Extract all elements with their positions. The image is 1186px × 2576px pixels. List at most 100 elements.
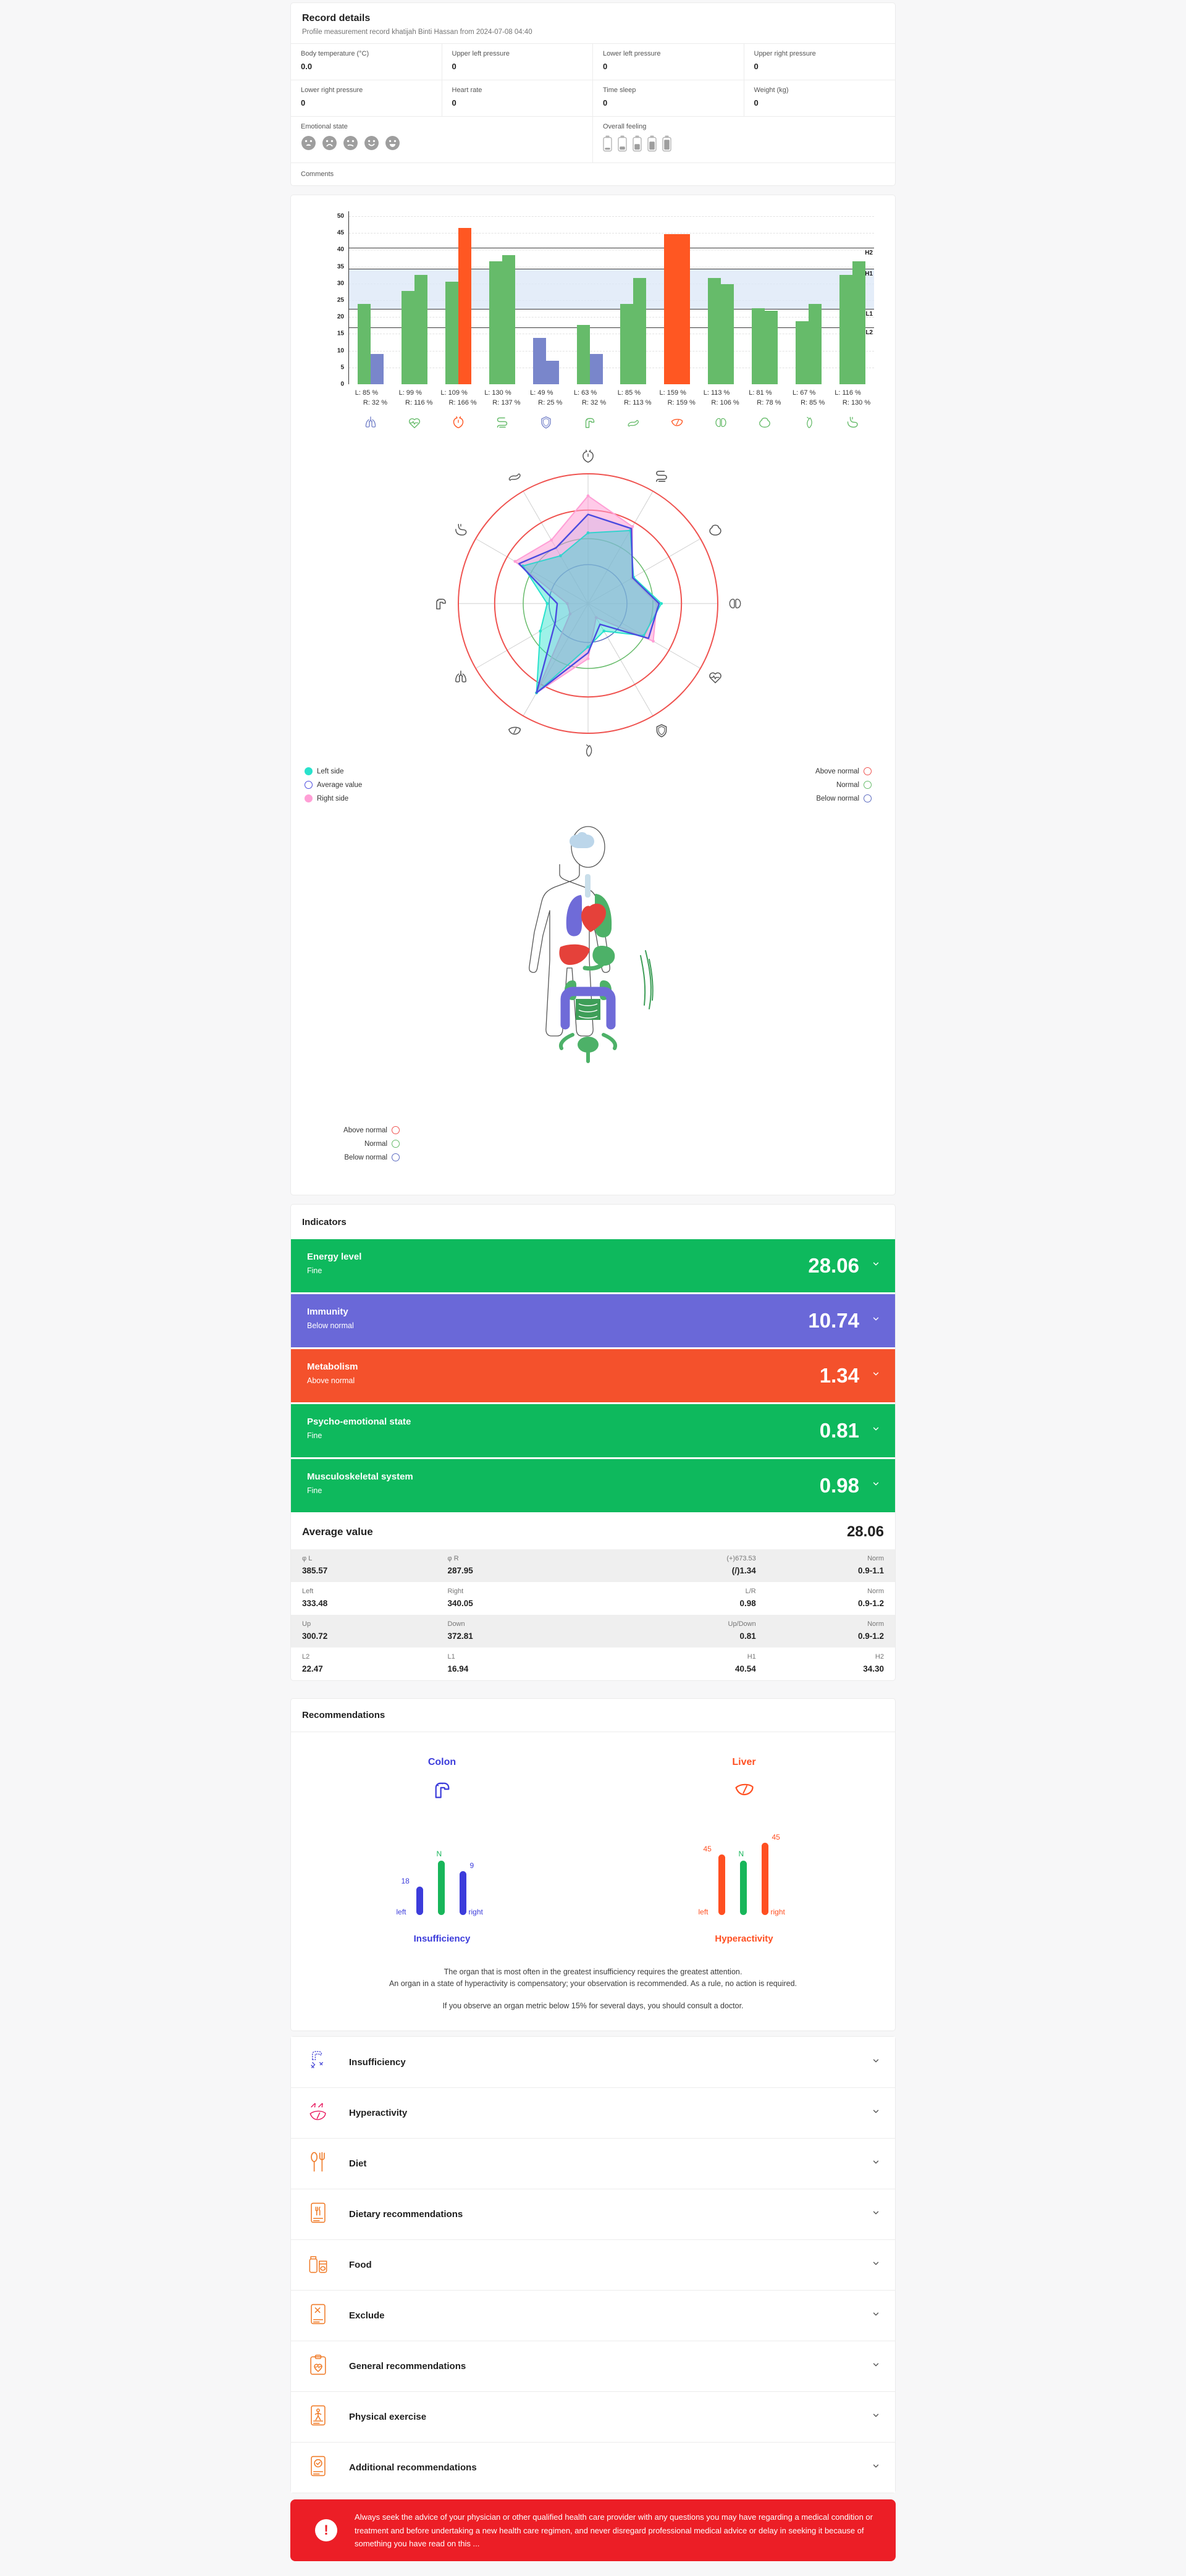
emotional-state-cell: Emotional state	[291, 117, 593, 162]
record-field: Lower right pressure 0	[291, 80, 442, 117]
section-row-diet[interactable]: Diet	[291, 2138, 895, 2189]
average-value-number: 28.06	[846, 1523, 884, 1540]
bar-group-kidneys	[699, 216, 743, 384]
legend-label: Above normal	[343, 1126, 387, 1134]
section-row-exclude[interactable]: Exclude	[291, 2290, 895, 2341]
chevron-down-icon[interactable]	[872, 2310, 880, 2318]
chevron-down-icon[interactable]	[872, 1315, 880, 1323]
organ-heart	[581, 903, 606, 932]
gridline	[349, 317, 874, 318]
section-expand[interactable]	[872, 2411, 880, 2423]
indicator-expand[interactable]	[872, 1315, 880, 1326]
average-cell-label: φ R	[447, 1555, 459, 1562]
chevron-down-icon[interactable]	[872, 1480, 880, 1488]
average-cell-value: 372.81	[447, 1631, 473, 1641]
section-expand[interactable]	[872, 2056, 880, 2068]
organ-small-intestine	[576, 999, 600, 1020]
sec-diet-icon	[306, 2150, 330, 2178]
radar-point	[660, 602, 663, 605]
legend-item-above-normal: Above normal	[815, 767, 872, 775]
section-expand[interactable]	[872, 2259, 880, 2271]
indicator-expand[interactable]	[872, 1370, 880, 1381]
radar-point	[602, 629, 606, 633]
chevron-down-icon[interactable]	[872, 2360, 880, 2369]
indicator-expand[interactable]	[872, 1480, 880, 1491]
record-field-value: 0	[754, 62, 759, 71]
indicator-row-energy-level[interactable]: Energy level Fine 28.06	[291, 1239, 895, 1292]
indicator-row-psycho-emotional-state[interactable]: Psycho-emotional state Fine 0.81	[291, 1404, 895, 1457]
chevron-down-icon[interactable]	[872, 1425, 880, 1433]
indicator-row-immunity[interactable]: Immunity Below normal 10.74	[291, 1294, 895, 1347]
radar-point	[594, 616, 598, 620]
record-field-label: Heart rate	[452, 86, 482, 94]
section-row-additional-recommendations[interactable]: Additional recommendations	[291, 2442, 895, 2493]
indicators-card: Indicators Energy level Fine 28.06 Immunity…	[290, 1204, 896, 1681]
radar-axis-icon-holder	[453, 522, 469, 538]
section-row-physical-exercise[interactable]: Physical exercise	[291, 2391, 895, 2443]
chevron-down-icon[interactable]	[872, 2411, 880, 2420]
section-expand[interactable]	[872, 2310, 880, 2321]
section-expand[interactable]	[872, 2107, 880, 2119]
indicator-expand[interactable]	[872, 1260, 880, 1271]
section-row-insufficiency[interactable]: Insufficiency	[291, 2037, 895, 2088]
bar-right-lungs	[371, 354, 384, 384]
average-cell-label: Right	[447, 1588, 464, 1595]
chevron-down-icon[interactable]	[872, 2208, 880, 2217]
chevron-down-icon[interactable]	[872, 2462, 880, 2470]
average-cell-value: 34.30	[863, 1664, 884, 1673]
average-cell-value: 22.47	[302, 1664, 323, 1673]
chevron-down-icon[interactable]	[872, 2107, 880, 2116]
radar-axis-icon-holder	[580, 448, 596, 465]
chevron-down-icon[interactable]	[872, 2158, 880, 2166]
radar-axis-icon-holder	[433, 596, 449, 612]
y-tick-label: 15	[337, 330, 344, 337]
normal-band	[349, 269, 874, 309]
average-cell-down: Down 372.81	[448, 1620, 594, 1641]
organ-icon-cell	[742, 415, 786, 430]
section-expand[interactable]	[872, 2462, 880, 2473]
red-outline-swatch	[392, 1126, 400, 1134]
section-expand[interactable]	[872, 2360, 880, 2372]
chevron-down-icon[interactable]	[872, 1370, 880, 1378]
chevron-down-icon[interactable]	[872, 1260, 880, 1268]
immunity-icon	[654, 723, 670, 739]
indicator-row-musculoskeletal-system[interactable]: Musculoskeletal system Fine 0.98	[291, 1459, 895, 1512]
battery-96-icon	[662, 135, 671, 155]
section-row-food[interactable]: Food	[291, 2239, 895, 2291]
average-table-row: L2 22.47 L1 16.94 H1 40.54 H2 34.30	[291, 1648, 895, 1680]
recommendations-card: Recommendations Colon 18 N 9 left right Insuff…	[290, 1698, 896, 2032]
record-field-value: 0	[603, 98, 608, 107]
section-row-general-recommendations[interactable]: General recommendations	[291, 2341, 895, 2392]
sec-food-icon	[306, 2251, 330, 2279]
bar-group-lungs	[349, 216, 393, 384]
indicator-expand[interactable]	[872, 1425, 880, 1436]
section-label: Hyperactivity	[349, 2108, 408, 2119]
face-neutral-icon	[343, 135, 358, 154]
indicator-status: Below normal	[307, 1321, 354, 1330]
record-field-value: 0	[452, 62, 456, 71]
average-cell-norm: Norm 0.9-1.2	[756, 1620, 884, 1641]
indicator-row-metabolism[interactable]: Metabolism Above normal 1.34	[291, 1349, 895, 1402]
chevron-down-icon[interactable]	[872, 2056, 880, 2065]
right-label: right	[468, 1908, 483, 1916]
chevron-down-icon[interactable]	[872, 2259, 880, 2268]
record-field-value: 0	[452, 98, 456, 107]
bar-left-liver	[664, 234, 678, 384]
record-field-label: Upper left pressure	[452, 50, 510, 57]
indicator-name: Immunity	[307, 1307, 348, 1317]
average-cell-value: 0.81	[739, 1631, 756, 1641]
bar-group-heart-pulse	[393, 216, 437, 384]
record-fields-grid: Body temperature (°C) 0.0 Upper left press…	[291, 43, 895, 117]
organ-pancreas	[582, 962, 605, 971]
section-row-dietary-recommendations[interactable]: Dietary recommendations	[291, 2189, 895, 2240]
section-row-hyperactivity[interactable]: Hyperactivity	[291, 2087, 895, 2139]
recommendation-hyperactivity: Liver 45 N 45 left right Hyperactivity	[593, 1757, 895, 1944]
radar-chart-wrap	[291, 446, 885, 761]
section-expand[interactable]	[872, 2158, 880, 2170]
right-pct-label: R: 159 %	[667, 399, 696, 406]
radar-status-legend: Above normal Normal Below normal	[815, 767, 872, 802]
section-expand[interactable]	[872, 2208, 880, 2220]
indicators-title: Indicators	[302, 1217, 347, 1227]
section-label: Insufficiency	[349, 2056, 406, 2068]
average-cell-left: Left 333.48	[302, 1588, 448, 1608]
